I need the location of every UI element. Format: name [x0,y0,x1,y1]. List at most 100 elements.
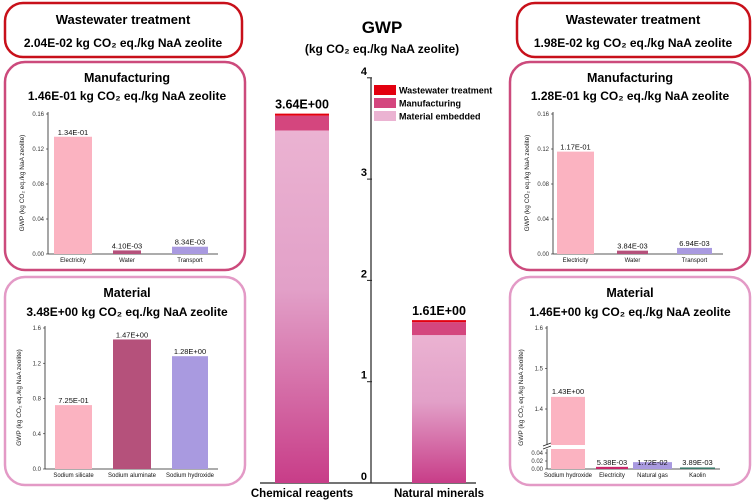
right-wastewater-total: 1.98E-02 kg CO₂ eq./kg NaA zeolite [534,36,733,50]
bar-segment-manufacturing [275,115,329,131]
bar [677,247,712,254]
right-wastewater-box [515,1,752,59]
category-label: Electricity [599,473,625,479]
y-axis-label: GWP (kg CO₂ eq./kg NaA zeolite) [524,135,531,232]
category-label: Electricity [60,258,86,264]
data-label: 1.34E-01 [58,128,88,137]
category-label: Natural minerals [394,488,484,500]
legend-label: Material embedded [399,112,481,122]
y-tick-label: 0.4 [33,432,42,438]
left-wastewater-total: 2.04E-02 kg CO₂ eq./kg NaA zeolite [24,36,223,50]
category-label: Water [625,258,641,264]
category-label: Water [119,258,135,264]
y-tick-label: 1.4 [535,407,544,413]
y-tick-label: 1.6 [535,326,544,332]
left-manufacturing-title: Manufacturing [84,71,170,85]
bar [633,462,672,469]
bar [54,136,92,254]
y-tick-label: 1.6 [33,326,42,332]
y-tick-label: 0.12 [32,147,44,153]
y-tick-label: 0.04 [537,217,549,223]
y-tick-label: 0.0 [33,467,42,473]
main-stacked-chart: 0 1 2 3 4 3.64E+00 Chemical reagents 1.61E+00 Na… [251,66,492,500]
bar [557,151,594,254]
center-title: GWP [362,18,403,37]
category-label: Kaolin [689,473,706,479]
y-tick-label: 4 [361,66,368,78]
bar-segment-material-embedded [275,130,329,483]
y-axis-label: GWP (kg CO₂ eq./kg NaA zeolite) [16,349,23,446]
data-label: 3.89E-03 [682,458,712,467]
data-label: 1.47E+00 [116,330,148,339]
category-label: Electricity [563,258,589,264]
left-wastewater-title: Wastewater treatment [56,12,191,27]
left-material-chart: 0.0 0.4 0.8 1.2 1.6 GWP (kg CO₂ eq./kg NaA ze… [16,326,218,479]
bar [551,396,585,469]
legend-swatch [374,85,396,95]
y-tick-label: 0.04 [32,217,44,223]
right-wastewater-title: Wastewater treatment [566,12,701,27]
data-label: 7.25E-01 [58,396,88,405]
left-material-total: 3.48E+00 kg CO₂ eq./kg NaA zeolite [26,305,228,319]
category-label: Transport [177,258,203,264]
bar-segment-wastewater-treatment [275,113,329,116]
center-subtitle: (kg CO₂ eq./kg NaA zeolite) [305,42,459,56]
right-manufacturing-title: Manufacturing [587,71,673,85]
data-label: 4.10E-03 [112,241,142,250]
bar [55,405,92,469]
total-label: 1.61E+00 [412,304,466,318]
bar [596,466,628,469]
bar [617,250,648,254]
left-manufacturing-total: 1.46E-01 kg CO₂ eq./kg NaA zeolite [28,89,227,103]
data-label: 3.84E-03 [617,242,647,251]
right-material-total: 1.46E+00 kg CO₂ eq./kg NaA zeolite [529,305,731,319]
bar [172,356,208,469]
category-label: Sodium aluminate [108,473,157,479]
category-label: Sodium hydroxide [166,473,215,479]
bar-segment-material-embedded [412,335,466,483]
y-tick-label: 0.08 [32,182,44,188]
right-material-box [508,275,752,487]
left-material-box [3,275,247,487]
legend-swatch [374,111,396,121]
y-tick-label: 2 [361,268,367,280]
y-tick-label: 0.08 [537,182,549,188]
y-tick-label: 0.12 [537,147,549,153]
data-label: 6.94E-03 [679,239,709,248]
y-tick-label: 3 [361,167,367,179]
data-label: 5.38E-03 [597,458,627,467]
y-axis-label: GWP (kg CO₂ eq./kg NaA zeolite) [518,349,525,446]
bar-segment-wastewater-treatment [412,320,466,323]
y-tick-label: 1.5 [535,367,544,373]
bar [172,246,208,254]
y-tick-label: 0.00 [531,467,543,473]
bar [680,467,715,469]
bar [113,339,151,469]
data-label: 8.34E-03 [175,238,205,247]
legend-label: Manufacturing [399,99,461,109]
y-axis-label: GWP (kg CO₂ eq./kg NaA zeolite) [19,135,26,232]
right-material-title: Material [606,286,653,300]
y-tick-label: 0.04 [531,451,543,457]
legend: Wastewater treatment Manufacturing Materia… [374,85,492,122]
axis-break [540,445,590,449]
y-tick-label: 0.02 [531,459,543,465]
category-label: Chemical reagents [251,488,353,500]
data-label: 1.17E-01 [560,143,590,152]
left-manufacturing-box [3,60,247,272]
legend-label: Wastewater treatment [399,86,492,96]
right-material-chart: 0.00 0.02 0.04 1.4 1.5 1.6 GWP (kg CO₂ eq./kg … [518,326,720,479]
axis-break-mark [542,442,552,450]
y-tick-label: 0 [361,471,367,483]
data-label: 1.43E+00 [552,387,584,396]
y-tick-label: 0.16 [537,112,549,118]
category-label: Sodium hydroxide [544,473,593,479]
y-tick-label: 0.8 [33,397,42,403]
right-manufacturing-total: 1.28E-01 kg CO₂ eq./kg NaA zeolite [531,89,730,103]
y-tick-label: 1 [361,370,367,382]
right-manufacturing-box [508,60,752,272]
left-manufacturing-chart: 0.00 0.04 0.08 0.12 0.16 GWP (kg CO₂ eq./kg N… [19,112,218,264]
y-tick-label: 0.16 [32,112,44,118]
category-label: Transport [682,258,708,264]
